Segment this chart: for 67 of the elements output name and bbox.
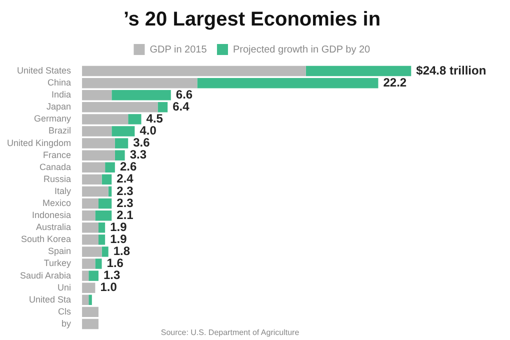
annotation: 3.3 [130, 148, 147, 162]
y-tick-label: China [48, 78, 72, 88]
y-tick-label: France [43, 150, 72, 160]
bar [82, 198, 98, 209]
y-tick-label: Canada [40, 162, 72, 172]
annotation: 1.3 [103, 268, 120, 282]
annotation: 22.2 [383, 75, 407, 90]
annotation: 2.3 [116, 184, 134, 198]
annotation: 1.9 [110, 232, 128, 246]
y-tick-label: Mexico [42, 198, 72, 208]
bar [197, 78, 378, 88]
bar [82, 174, 102, 185]
chart-title: ’s 20 Largest Economies in [123, 8, 381, 31]
bar [82, 222, 98, 233]
y-tick-label: Spain [48, 246, 72, 256]
bar [158, 102, 168, 112]
y-tick-label: Saudi Arabia [20, 270, 72, 280]
legend-label: GDP in 2015 [150, 44, 208, 56]
annotation: Source: U.S. Department of Agriculture [160, 328, 300, 338]
annotation: 6.6 [176, 87, 193, 102]
annotation: 4.0 [140, 124, 157, 138]
y-tick-label: Turkey [44, 258, 72, 268]
bar [88, 294, 92, 306]
y-tick-label: Russia [44, 174, 72, 184]
y-tick-label: India [52, 90, 72, 100]
annotation: 2.1 [116, 208, 134, 222]
annotation: 4.5 [146, 112, 164, 126]
bar [82, 162, 106, 173]
y-tick-label: Italy [54, 186, 72, 196]
bar [82, 306, 98, 318]
bar [112, 90, 171, 100]
y-tick-label: Cls [58, 306, 72, 316]
bar [98, 222, 106, 233]
bar [98, 198, 112, 209]
annotation: 2.6 [120, 160, 137, 174]
annotation: 2.4 [116, 172, 134, 186]
y-tick-label: United Kingdom [6, 138, 72, 148]
annotation: 1.6 [106, 256, 124, 270]
y-tick-label: South Korea [20, 234, 72, 244]
bar [105, 162, 115, 173]
bar [95, 210, 112, 221]
y-tick-label: Australia [36, 222, 72, 232]
annotation: 1.8 [113, 244, 130, 258]
bar [82, 186, 108, 197]
bar [82, 78, 198, 88]
y-tick-label: United States [17, 66, 72, 76]
bar [82, 210, 96, 221]
y-tick-label: United Sta [29, 294, 72, 304]
y-tick-label: Japan [46, 102, 72, 112]
annotation: 2.3 [116, 196, 134, 210]
bar [82, 318, 98, 330]
bar [306, 66, 412, 76]
bar [82, 66, 306, 76]
bar [82, 294, 89, 306]
annotation: $24.8 trillion [416, 63, 486, 78]
y-tick-label: Uni [58, 282, 72, 292]
y-tick-label: by [62, 318, 72, 328]
y-tick-label: Germany [34, 114, 72, 124]
y-tick-label: Brazil [48, 126, 72, 136]
annotation: 1.0 [100, 280, 118, 294]
y-tick-label: Indonesia [32, 210, 72, 220]
annotation: 6.4 [172, 99, 190, 114]
annotation: 1.9 [110, 220, 128, 234]
legend-label: Projected growth in GDP by 20 [232, 44, 371, 56]
annotation: 3.6 [133, 136, 150, 150]
bar [82, 90, 112, 100]
bar [102, 174, 112, 185]
